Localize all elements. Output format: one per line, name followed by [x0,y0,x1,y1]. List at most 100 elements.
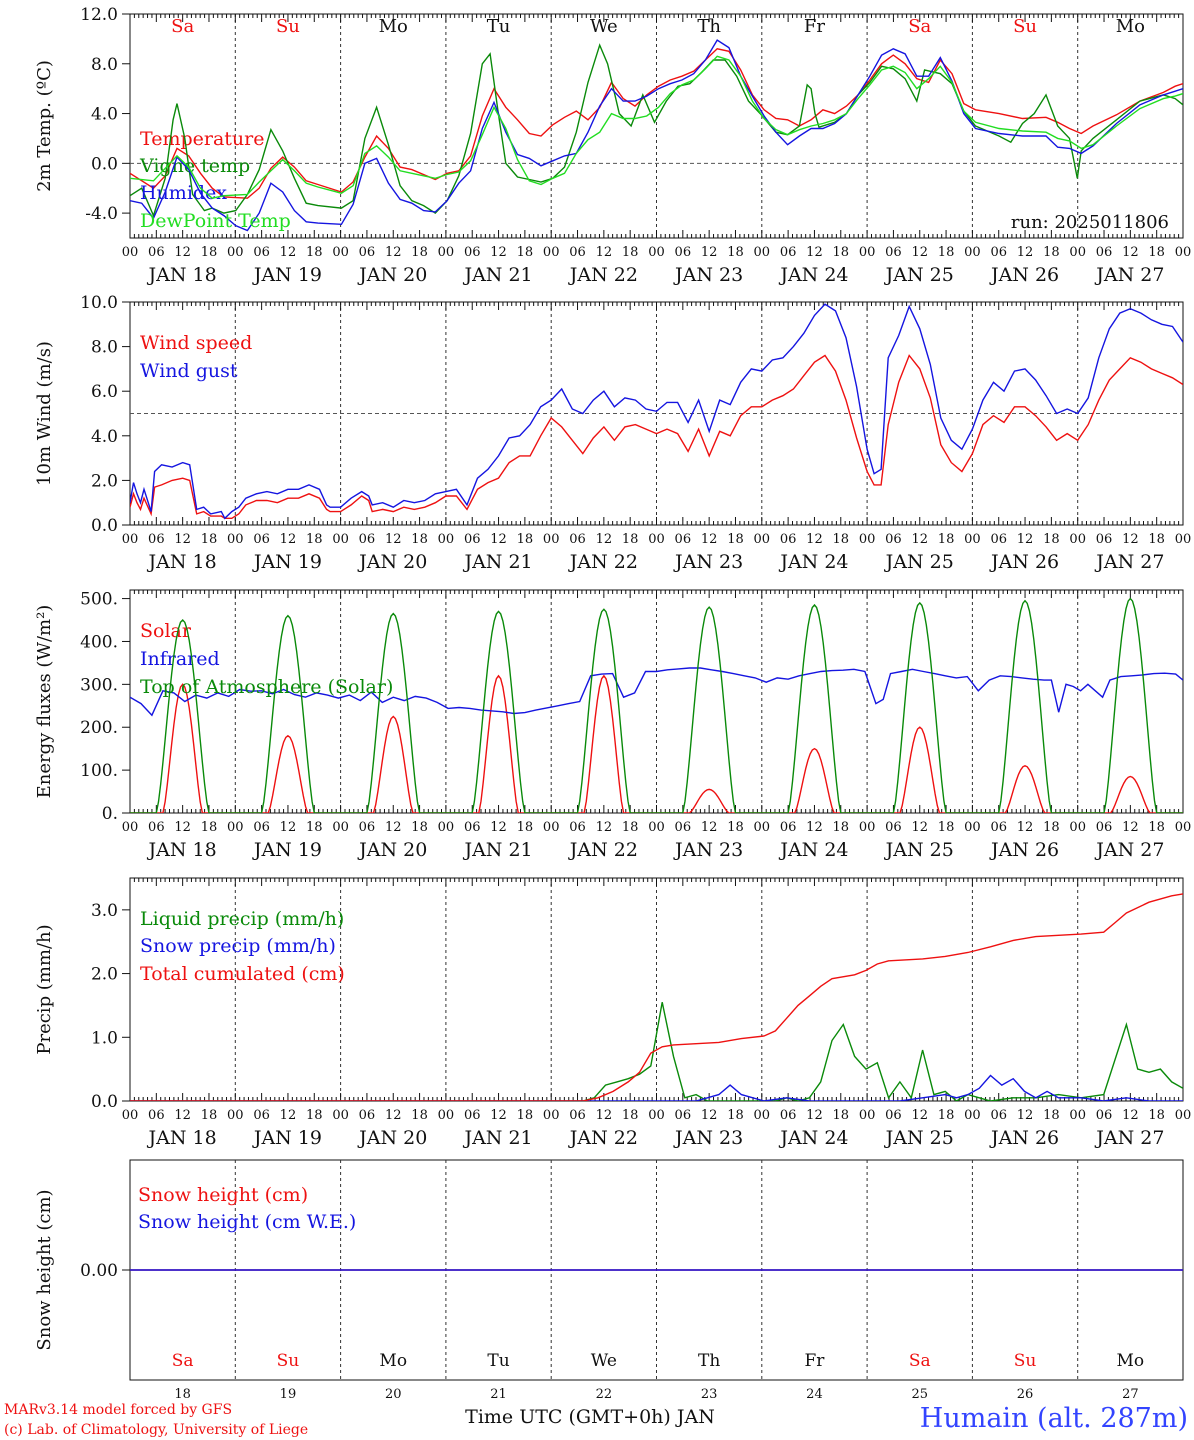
hour-tick-label: 12 [174,245,191,260]
hour-tick-label: 00 [964,245,981,260]
hour-tick-label: 12 [280,245,297,260]
y-tick-label: 3.0 [91,901,118,921]
hour-tick-label: 00 [543,820,560,835]
hour-tick-label: 00 [1069,245,1086,260]
hour-tick-label: 06 [148,245,165,260]
legend-entry: Wind gust [140,360,238,382]
panel-snow: 0.00 Snow height (cm) Snow height (cm) Snow… [34,1159,1184,1402]
weekday-label: Su [276,16,300,37]
date-label: JAN 19 [252,551,322,573]
series-line-red [130,893,1183,1101]
hour-tick-label: 12 [1017,1108,1034,1123]
hour-tick-label: 18 [517,245,534,260]
hour-tick-label: 00 [1175,532,1192,547]
hour-tick-label: 12 [490,245,507,260]
hour-tick-label: 12 [174,820,191,835]
weekday-label: Tu [487,16,511,37]
hour-tick-label: 12 [490,532,507,547]
hour-tick-label: 06 [675,532,692,547]
panel-temp: 00 06 12 18 00 06 12 18 00 06 12 18 00 06 12 18 00 06 12 18… [34,5,1191,286]
hour-tick-label: 12 [1017,245,1034,260]
hour-tick-label: 12 [911,820,928,835]
x-axis-label: Time UTC (GMT+0h) JAN [465,1406,715,1428]
hour-tick-label: 00 [438,1108,455,1123]
hour-tick-label: 00 [332,820,349,835]
hour-tick-label: 18 [622,532,639,547]
hour-tick-label: 12 [701,1108,718,1123]
hour-tick-label: 06 [569,1108,586,1123]
hour-tick-label: 00 [648,532,665,547]
series-line-green [130,1002,1183,1101]
hour-tick-label: 18 [201,820,218,835]
hour-tick-label: 06 [780,1108,797,1123]
date-label: JAN 27 [1094,551,1164,573]
legend-entry: Solar [140,620,192,642]
hour-tick-label: 06 [359,820,376,835]
hour-tick-label: 12 [385,532,402,547]
date-label: JAN 23 [673,839,743,861]
y-axis-label: Energy fluxes (W/m²) [34,605,55,799]
hour-tick-label: 18 [306,245,323,260]
y-tick-label: 12.0 [80,5,118,25]
date-label: JAN 21 [462,1127,532,1149]
hour-tick-label: 18 [727,245,744,260]
hour-tick-label: 18 [306,1108,323,1123]
y-tick-label: 0.00 [80,1261,118,1281]
hour-tick-label: 06 [464,1108,481,1123]
y-tick-label: 6.0 [91,382,118,402]
hour-tick-label: 18 [938,820,955,835]
day-number-label: 23 [701,1387,718,1402]
hour-tick-label: 00 [227,820,244,835]
meteogram-panels: 00 06 12 18 00 06 12 18 00 06 12 18 00 06 12 18 00 06 12 18… [34,5,1191,1402]
hour-tick-label: 00 [648,245,665,260]
hour-tick-label: 12 [701,245,718,260]
hour-tick-label: 12 [385,245,402,260]
hour-tick-label: 00 [227,245,244,260]
hour-tick-label: 06 [780,245,797,260]
y-tick-label: 8.0 [91,338,118,358]
hour-tick-label: 12 [596,820,613,835]
hour-tick-label: 18 [517,532,534,547]
hour-tick-label: 18 [1043,245,1060,260]
y-tick-label: 2.0 [91,471,118,491]
hour-tick-label: 18 [411,820,428,835]
hour-tick-label: 06 [675,1108,692,1123]
hour-tick-label: 00 [648,1108,665,1123]
hour-tick-label: 18 [1148,532,1165,547]
date-label: JAN 24 [778,1127,848,1149]
hour-tick-label: 12 [911,1108,928,1123]
weekday-label: Sa [172,1351,194,1371]
hour-tick-label: 06 [569,245,586,260]
day-number-label: 24 [806,1387,823,1402]
hour-tick-label: 18 [1148,1108,1165,1123]
hour-tick-label: 12 [490,820,507,835]
hour-tick-label: 18 [622,245,639,260]
hour-tick-label: 06 [1096,1108,1113,1123]
weekday-label: We [591,1351,617,1371]
date-label: JAN 25 [884,551,954,573]
date-label: JAN 27 [1094,1127,1164,1149]
hour-tick-label: 00 [332,1108,349,1123]
hour-tick-label: 18 [306,820,323,835]
hour-tick-label: 18 [411,532,428,547]
date-label: JAN 24 [778,551,848,573]
hour-tick-label: 12 [174,1108,191,1123]
hour-tick-label: 06 [359,245,376,260]
hour-tick-label: 00 [1069,820,1086,835]
hour-tick-label: 00 [859,1108,876,1123]
hour-tick-label: 00 [964,532,981,547]
weekday-label: Mo [1117,1351,1145,1371]
hour-tick-label: 18 [938,245,955,260]
day-number-label: 20 [385,1387,402,1402]
hour-tick-label: 00 [859,245,876,260]
y-tick-label: 1.0 [91,1028,118,1048]
day-number-label: 25 [911,1387,928,1402]
hour-tick-label: 06 [885,820,902,835]
hour-tick-label: 06 [990,245,1007,260]
hour-tick-label: 00 [859,820,876,835]
y-tick-label: 0. [102,804,118,824]
date-label: JAN 19 [252,839,322,861]
legend-entry: Snow height (cm) [138,1184,308,1206]
hour-tick-label: 06 [990,1108,1007,1123]
hour-tick-label: 12 [1122,532,1139,547]
